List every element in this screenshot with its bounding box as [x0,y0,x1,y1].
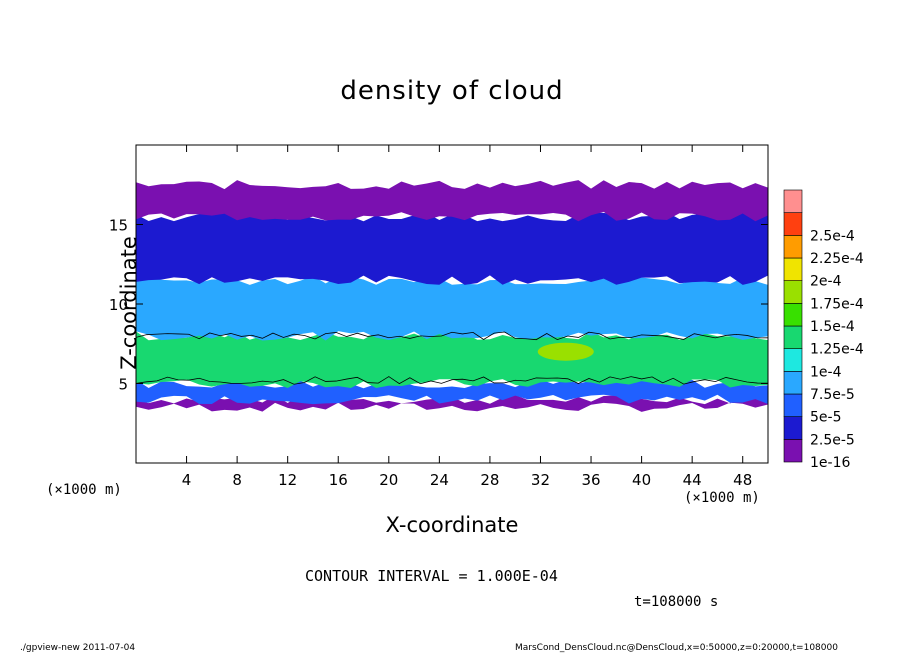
plot-area [136,180,768,412]
colorbar-swatch [783,303,803,327]
y-tick-label: 10 [109,296,128,314]
time-label: t=108000 s [634,594,719,610]
colorbar-label: 1.75e-4 [810,296,864,312]
colorbar-label: 1.25e-4 [810,342,864,358]
colorbar-swatch [783,325,803,349]
colorbar-label: 2.25e-4 [810,251,864,267]
chart-title: density of cloud [340,76,564,106]
y-axis: 5 10 15 [109,217,768,394]
x-tick-label: 28 [480,471,499,489]
colorbar-label: 7.5e-5 [810,387,855,403]
x-unit-left: (×1000 m) [46,482,122,498]
x-tick-label: 12 [278,471,297,489]
contour-line [136,331,768,341]
x-axis-label: X-coordinate [385,513,519,537]
y-tick-label: 15 [109,217,128,235]
x-tick-label: 44 [683,471,702,489]
contour-line [136,376,768,385]
x-unit-right: (×1000 m) [684,490,760,506]
cloud-layer [136,212,768,285]
colorbar-label: 5e-5 [810,410,841,426]
contour-interval: CONTOUR INTERVAL = 1.000E-04 [305,567,558,585]
x-tick-label: 24 [430,471,449,489]
colorbar-swatch [783,393,803,417]
x-tick-label: 32 [531,471,550,489]
footer-left: ./gpview-new 2011-07-04 [20,643,136,653]
x-tick-label: 8 [232,471,242,489]
x-tick-label: 40 [632,471,651,489]
colorbar-label: 2.5e-4 [810,228,855,244]
max-density-region [537,342,594,361]
colorbar-swatch [783,212,803,236]
y-tick-label: 5 [118,376,128,394]
colorbar-label: 1e-4 [810,364,842,380]
colorbar: 1e-16 2.5e-5 5e-5 7.5e-5 1e-4 1.25e-4 1.5e-4 1.… [783,189,864,471]
colorbar-swatch [783,371,803,395]
footer-right: MarsCond_DensCloud.nc@DensCloud,x=0:5000… [515,643,838,653]
colorbar-swatch [783,235,803,259]
colorbar-swatch [783,348,803,372]
colorbar-label: 2.5e-5 [810,432,855,448]
colorbar-label: 1e-16 [810,455,850,471]
y-axis-label: Z-coordinate [116,236,141,370]
x-tick-label: 4 [182,471,192,489]
cloud-layer [136,180,768,222]
colorbar-swatch [783,416,803,440]
colorbar-swatch [783,189,803,213]
cloud-layer [136,378,768,405]
x-tick-label: 48 [733,471,752,489]
x-axis: 4 8 12 16 20 24 28 32 36 40 44 48 [182,145,752,489]
cloud-layer [136,275,768,341]
x-tick-label: 20 [379,471,398,489]
cloud-layer [136,331,768,389]
colorbar-label: 2e-4 [810,274,842,290]
colorbar-swatch [783,257,803,281]
colorbar-label: 1.5e-4 [810,319,855,335]
colorbar-swatch [783,280,803,304]
colorbar-swatch [783,439,803,463]
x-tick-label: 16 [329,471,348,489]
x-tick-label: 36 [581,471,600,489]
